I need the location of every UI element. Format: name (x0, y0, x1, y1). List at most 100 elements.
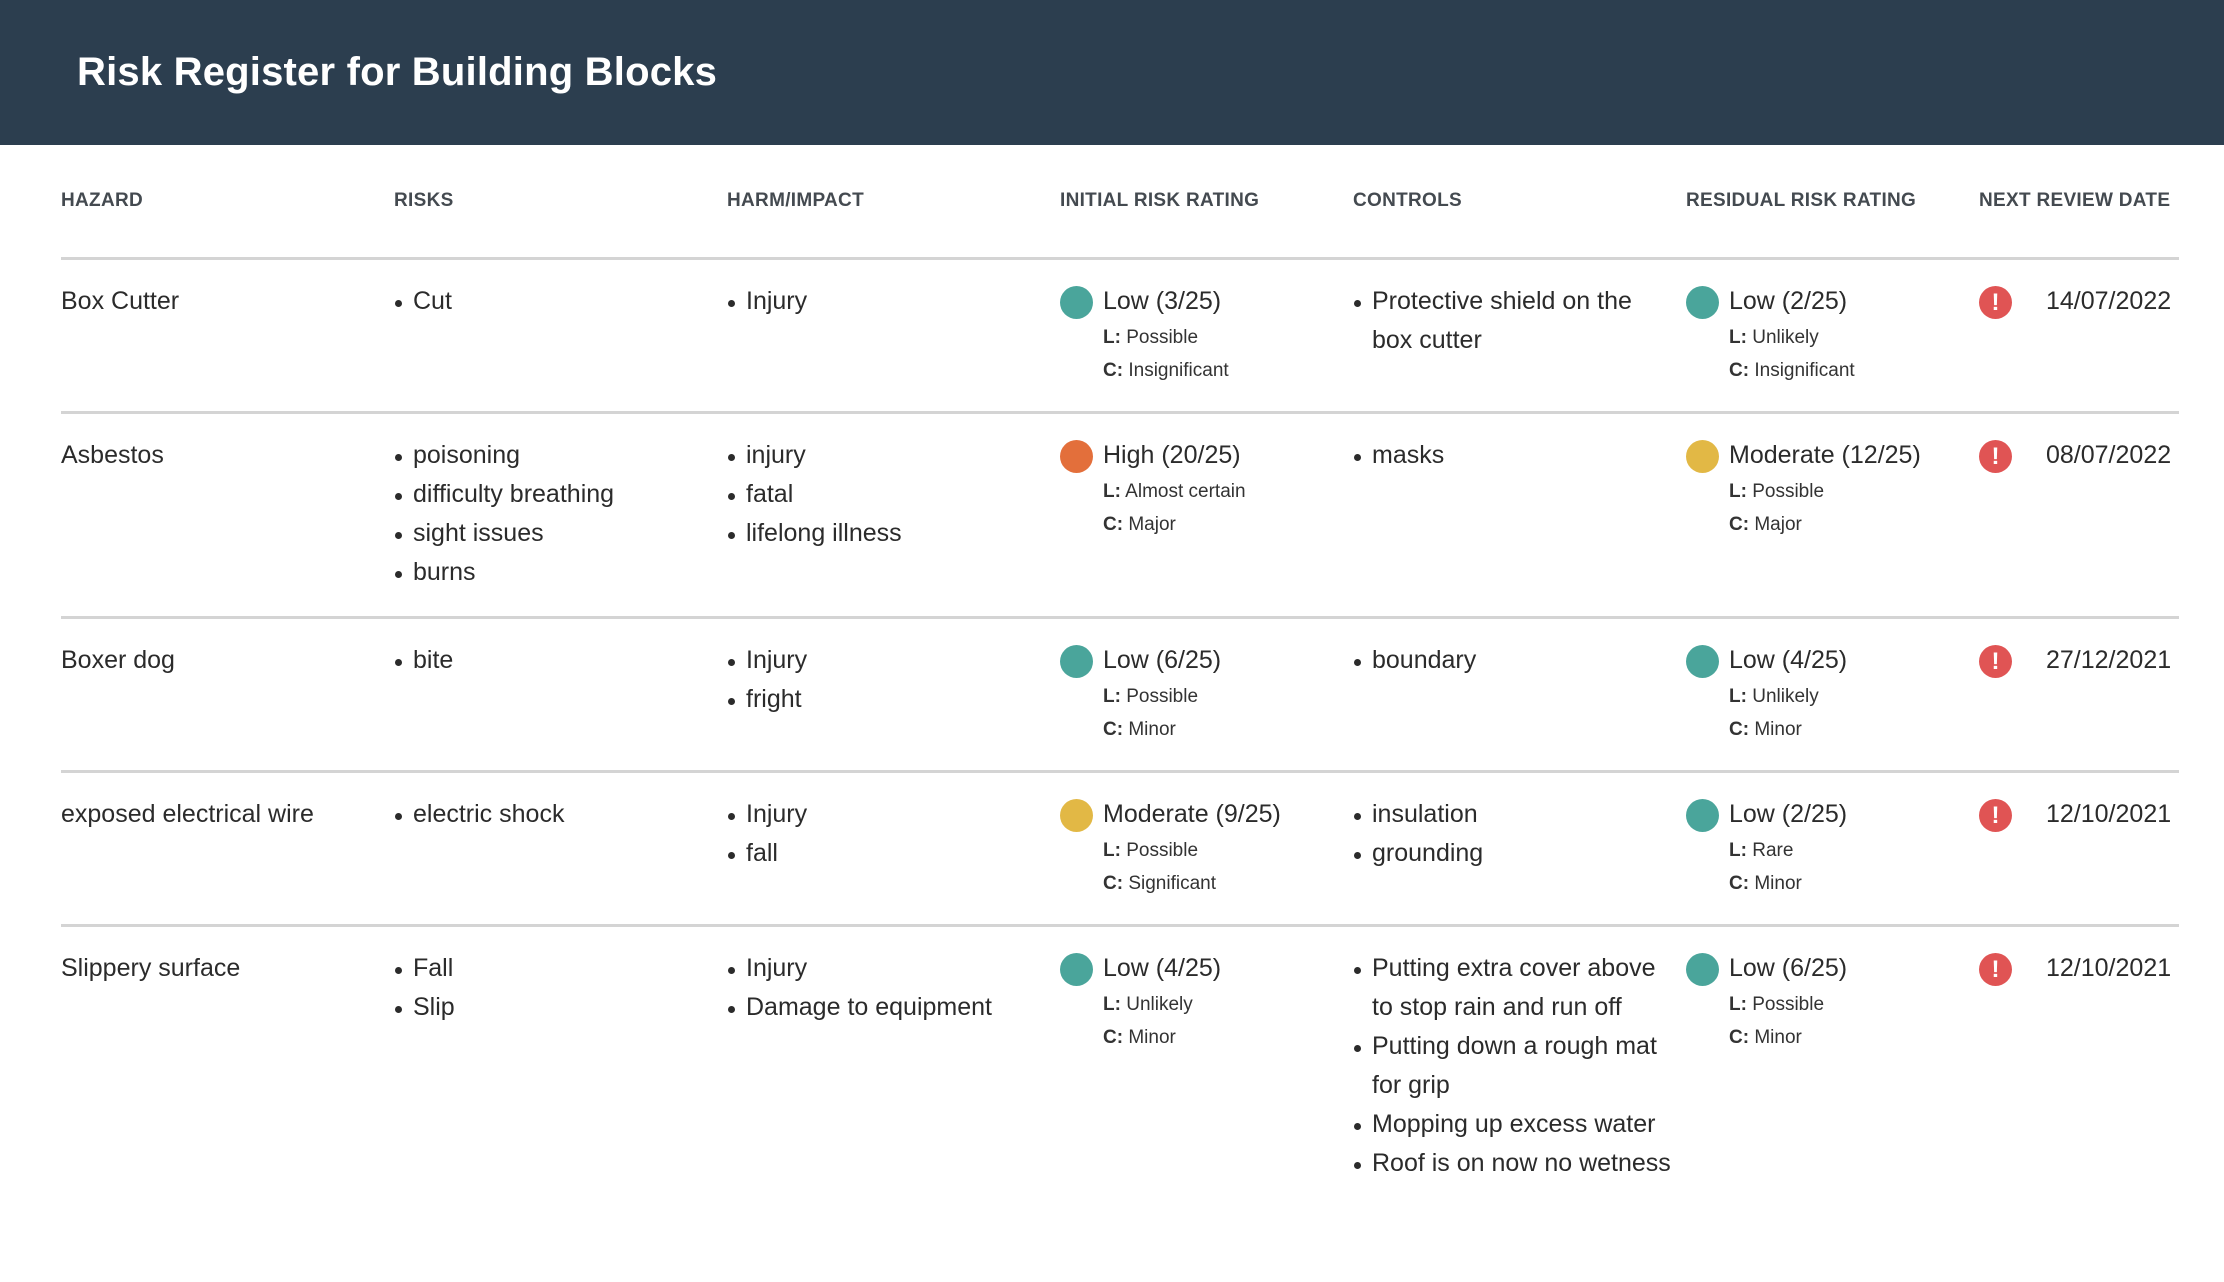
likelihood-prefix: L: (1103, 686, 1121, 707)
initial-risk-rating-text: High (20/25) L: Almost certain C: Major (1103, 436, 1246, 541)
likelihood-prefix: L: (1103, 994, 1121, 1015)
harm-item: fright (727, 680, 1060, 719)
table-row[interactable]: Asbestos poisoning difficulty breathing sig… (61, 412, 2179, 619)
hazard-cell: Box Cutter (61, 258, 394, 414)
harm-item: Injury (727, 949, 1060, 988)
likelihood-line: L: Almost certain (1103, 475, 1246, 508)
table-body: Box Cutter Cut Injury Low (3/25) L: Possible… (61, 258, 2179, 1208)
control-list: masks (1353, 436, 1686, 475)
likelihood-prefix: L: (1729, 327, 1747, 348)
risk-list: bite (394, 641, 727, 680)
residual-risk-cell: Low (2/25) L: Unlikely C: Insignificant (1686, 258, 1979, 414)
control-list: boundary (1353, 641, 1686, 680)
hazard-name: Slippery surface (61, 954, 241, 982)
likelihood-value: Unlikely (1752, 327, 1819, 348)
consequence-prefix: C: (1103, 514, 1124, 535)
risk-item: Cut (394, 282, 727, 321)
initial-risk-rating-text: Moderate (9/25) L: Possible C: Significant (1103, 795, 1281, 900)
risk-list: electric shock (394, 795, 727, 834)
consequence-line: C: Major (1729, 508, 1921, 541)
initial-risk-cell: High (20/25) L: Almost certain C: Major (1060, 412, 1353, 619)
risk-level-label: Low (2/25) (1729, 800, 1848, 828)
likelihood-value: Possible (1126, 327, 1199, 348)
likelihood-line: L: Unlikely (1103, 988, 1221, 1021)
review-date-cell: ! 27/12/2021 (1979, 617, 2179, 773)
residual-risk-rating: Moderate (12/25) L: Possible C: Major (1686, 436, 1979, 541)
consequence-value: Major (1128, 514, 1176, 535)
consequence-value: Minor (1754, 873, 1802, 894)
consequence-value: Insignificant (1754, 360, 1855, 381)
initial-risk-rating: Moderate (9/25) L: Possible C: Significant (1060, 795, 1353, 900)
column-header-risks[interactable]: RISKS (394, 145, 727, 260)
risk-level-label: Low (6/25) (1729, 954, 1848, 982)
consequence-line: C: Significant (1103, 867, 1281, 900)
harm-list: Injury (727, 282, 1060, 321)
harm-item: Injury (727, 282, 1060, 321)
risk-level-label: High (20/25) (1103, 441, 1241, 469)
hazard-cell: Asbestos (61, 412, 394, 619)
table-row[interactable]: exposed electrical wire electric shock Inj… (61, 771, 2179, 927)
harm-cell: Injury fall (727, 771, 1060, 927)
overdue-alert-icon[interactable]: ! (1979, 645, 2012, 678)
column-header-harm[interactable]: HARM/IMPACT (727, 145, 1060, 260)
risks-cell: Cut (394, 258, 727, 414)
overdue-alert-icon[interactable]: ! (1979, 440, 2012, 473)
likelihood-value: Almost certain (1125, 481, 1246, 502)
consequence-line: C: Minor (1103, 713, 1221, 746)
table-row[interactable]: Box Cutter Cut Injury Low (3/25) L: Possible… (61, 258, 2179, 414)
overdue-alert-icon[interactable]: ! (1979, 286, 2012, 319)
hazard-name: Asbestos (61, 441, 164, 469)
column-header-hazard[interactable]: HAZARD (61, 145, 394, 260)
column-header-initial-risk[interactable]: INITIAL RISK RATING (1060, 145, 1353, 260)
harm-cell: Injury (727, 258, 1060, 414)
likelihood-value: Rare (1752, 840, 1794, 861)
initial-risk-cell: Moderate (9/25) L: Possible C: Significant (1060, 771, 1353, 927)
review-date: ! 14/07/2022 (1979, 282, 2179, 321)
review-date-cell: ! 14/07/2022 (1979, 258, 2179, 414)
column-header-review-date[interactable]: NEXT REVIEW DATE (1979, 145, 2179, 260)
table-header-row: HAZARD RISKS HARM/IMPACT INITIAL RISK RA… (61, 145, 2179, 260)
initial-risk-cell: Low (6/25) L: Possible C: Minor (1060, 617, 1353, 773)
control-item: masks (1353, 436, 1686, 475)
column-header-residual-risk[interactable]: RESIDUAL RISK RATING (1686, 145, 1979, 260)
likelihood-line: L: Possible (1103, 680, 1221, 713)
review-date: ! 27/12/2021 (1979, 641, 2179, 680)
consequence-prefix: C: (1729, 514, 1750, 535)
likelihood-line: L: Possible (1729, 475, 1921, 508)
likelihood-value: Unlikely (1752, 686, 1819, 707)
likelihood-value: Possible (1752, 994, 1825, 1015)
consequence-prefix: C: (1103, 360, 1124, 381)
column-header-controls[interactable]: CONTROLS (1353, 145, 1686, 260)
harm-item: Injury (727, 795, 1060, 834)
table-row[interactable]: Slippery surface Fall Slip Injury Damage to … (61, 926, 2179, 1208)
harm-list: Injury Damage to equipment (727, 949, 1060, 1027)
control-item: Protective shield on the box cutter (1353, 282, 1686, 360)
risks-cell: electric shock (394, 771, 727, 927)
harm-cell: injury fatal lifelong illness (727, 412, 1060, 619)
page-header: Risk Register for Building Blocks (0, 0, 2224, 145)
risk-level-label: Low (4/25) (1103, 954, 1222, 982)
overdue-alert-icon[interactable]: ! (1979, 799, 2012, 832)
initial-risk-rating: Low (6/25) L: Possible C: Minor (1060, 641, 1353, 746)
overdue-alert-icon[interactable]: ! (1979, 953, 2012, 986)
initial-risk-cell: Low (3/25) L: Possible C: Insignificant (1060, 258, 1353, 414)
review-date-value: 12/10/2021 (2046, 800, 2172, 828)
risk-level-dot-icon (1060, 799, 1093, 832)
control-list: Protective shield on the box cutter (1353, 282, 1686, 360)
risk-level-dot-icon (1060, 286, 1093, 319)
review-date-cell: ! 12/10/2021 (1979, 926, 2179, 1208)
consequence-line: C: Insignificant (1729, 354, 1855, 387)
control-item: Putting down a rough mat for grip (1353, 1027, 1686, 1105)
risks-cell: poisoning difficulty breathing sight issue… (394, 412, 727, 619)
likelihood-prefix: L: (1729, 840, 1747, 861)
likelihood-value: Possible (1126, 686, 1199, 707)
hazard-name: exposed electrical wire (61, 800, 314, 828)
review-date-value: 12/10/2021 (2046, 954, 2172, 982)
residual-risk-rating-text: Low (2/25) L: Unlikely C: Insignificant (1729, 282, 1855, 387)
risk-item: burns (394, 553, 727, 592)
risk-list: poisoning difficulty breathing sight issue… (394, 436, 727, 592)
residual-risk-rating: Low (2/25) L: Rare C: Minor (1686, 795, 1979, 900)
risk-item: Slip (394, 988, 727, 1027)
table-row[interactable]: Boxer dog bite Injury fright Low (6/25) L: Po… (61, 617, 2179, 773)
residual-risk-cell: Moderate (12/25) L: Possible C: Major (1686, 412, 1979, 619)
